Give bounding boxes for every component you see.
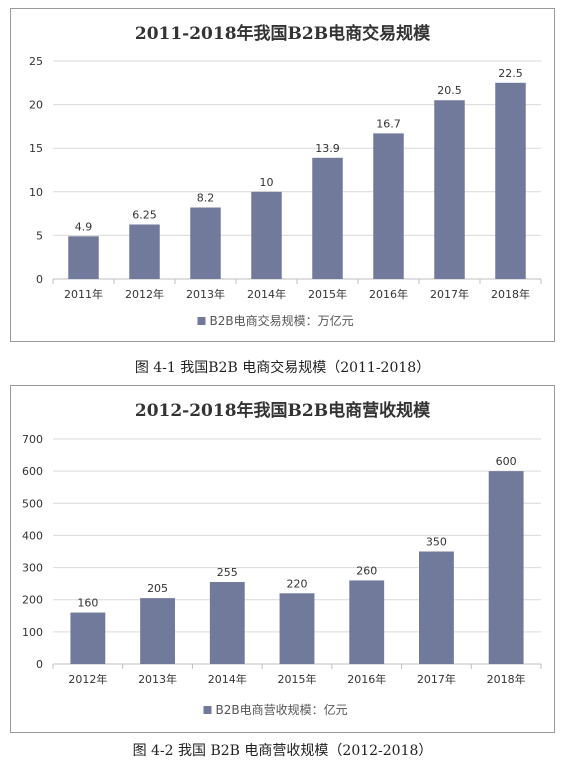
chart-1: 2011-2018年我国B2B电商交易规模 0 5 10 15 20 25 4.9 2011年 6… (29, 23, 542, 328)
bar-2013年 (190, 207, 221, 279)
bar-2015年 (312, 157, 343, 279)
data-label: 220 (287, 577, 308, 590)
x-tick-label: 2012年 (125, 287, 164, 301)
legend-swatch (203, 706, 212, 714)
bar-2011年 (68, 236, 99, 279)
y-tick-label: 100 (22, 626, 43, 639)
y-tick-label: 400 (22, 529, 43, 542)
data-label: 160 (77, 597, 98, 610)
y-tick-label: 25 (29, 55, 43, 68)
x-tick-label: 2016年 (369, 287, 408, 301)
x-tick-label: 2016年 (347, 672, 386, 686)
y-tick-label: 15 (29, 142, 43, 155)
bar-2016年 (349, 580, 385, 664)
bar-2014年 (209, 582, 245, 664)
data-label: 10 (260, 176, 274, 189)
data-label: 4.9 (75, 220, 93, 233)
y-tick-label: 0 (36, 658, 43, 671)
y-tick-label: 5 (36, 229, 43, 242)
x-tick-label: 2014年 (208, 672, 247, 686)
x-tick-label: 2018年 (487, 672, 526, 686)
x-tick-label: 2015年 (278, 672, 317, 686)
data-label: 6.25 (132, 209, 157, 222)
chart-title: 2011-2018年我国B2B电商交易规模 (135, 23, 431, 44)
bar-2012年 (70, 612, 106, 664)
data-label: 13.9 (315, 142, 340, 155)
data-label: 255 (217, 566, 238, 579)
x-tick-label: 2013年 (138, 672, 177, 686)
y-tick-label: 300 (22, 562, 43, 575)
data-label: 16.7 (376, 117, 401, 130)
legend-label: B2B电商交易规模：万亿元 (210, 313, 354, 328)
x-tick-label: 2013年 (186, 287, 225, 301)
y-tick-label: 500 (22, 497, 43, 510)
legend-swatch (197, 317, 206, 325)
chart-2: 2012-2018年我国B2B电商营收规模 0 100 200 300 400 500 600… (22, 400, 542, 717)
figure-caption-1: 图 4-1 我国B2B 电商交易规模（2011-2018） (134, 360, 431, 376)
x-tick-label: 2012年 (68, 672, 107, 686)
x-tick-label: 2017年 (430, 287, 469, 301)
x-tick-label: 2017年 (417, 672, 456, 686)
chart-title: 2012-2018年我国B2B电商营收规模 (135, 400, 431, 421)
x-tick-label: 2015年 (308, 287, 347, 301)
y-tick-label: 600 (22, 465, 43, 478)
x-tick-label: 2014年 (247, 287, 286, 301)
data-label: 350 (426, 536, 447, 549)
chart-panel-2: 2012-2018年我国B2B电商营收规模 0 100 200 300 400 500 600… (10, 385, 555, 733)
bar-2018年 (495, 82, 526, 279)
bar-2016年 (373, 133, 404, 279)
chart-panel-1: 2011-2018年我国B2B电商交易规模 0 5 10 15 20 25 4.9 2011年 6… (10, 8, 555, 342)
y-tick-label: 700 (22, 433, 43, 446)
y-tick-label: 200 (22, 594, 43, 607)
data-label: 20.5 (437, 84, 462, 97)
data-label: 205 (147, 582, 168, 595)
y-tick-label: 10 (29, 186, 43, 199)
bar-2013年 (140, 598, 175, 664)
data-label: 600 (496, 455, 517, 468)
x-tick-label: 2011年 (64, 287, 103, 301)
bar-2014年 (251, 191, 282, 279)
x-tick-label: 2018年 (491, 287, 530, 301)
bar-2018年 (488, 471, 524, 664)
legend-label: B2B电商营收规模：亿元 (216, 702, 348, 717)
y-tick-label: 0 (36, 273, 43, 286)
bar-2017年 (434, 100, 465, 280)
data-label: 22.5 (498, 67, 523, 80)
data-label: 260 (356, 564, 377, 577)
bar-2012年 (129, 224, 160, 279)
data-label: 8.2 (197, 191, 215, 204)
y-tick-label: 20 (29, 99, 43, 112)
bar-2015年 (279, 593, 315, 664)
figure-caption-2: 图 4-2 我国 B2B 电商营收规模（2012-2018） (132, 743, 433, 759)
bar-2017年 (419, 551, 454, 664)
